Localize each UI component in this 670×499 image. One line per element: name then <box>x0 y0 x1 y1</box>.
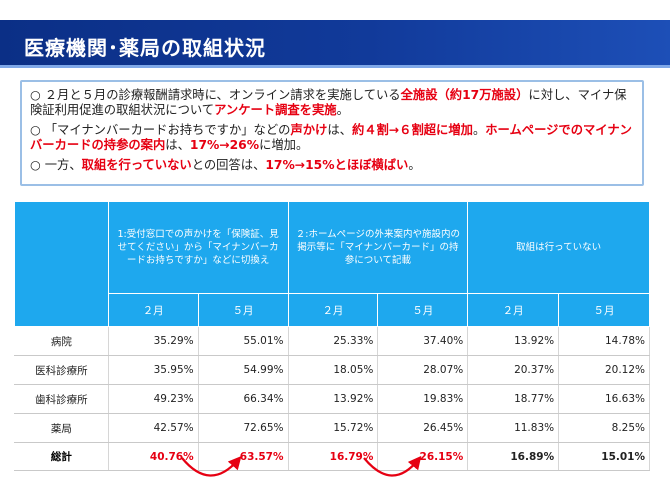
group-header-homepage: ２:ホームページの外来案内や施設内の掲示等に「マイナンバーカード」の持参について… <box>287 201 469 294</box>
total-cell: 15.01% <box>558 442 650 471</box>
bullet-text: 一方、 <box>44 158 82 172</box>
table-cell: 35.29% <box>107 326 199 356</box>
bullet-text: 。 <box>336 103 349 117</box>
month-header: ２月 <box>107 293 199 327</box>
table-cell: 18.05% <box>287 355 379 385</box>
table-corner-header <box>14 201 109 327</box>
table-cell: 26.45% <box>377 413 469 443</box>
table-row: 病院 35.29% 55.01% 25.33% 37.40% 13.92% 14… <box>14 326 650 356</box>
table-cell: 16.63% <box>558 384 650 414</box>
table-row: 歯科診療所 49.23% 66.34% 13.92% 19.83% 18.77%… <box>14 384 650 414</box>
bullet-symbol: ○ <box>30 123 41 137</box>
bullet-text: に増加。 <box>259 138 309 152</box>
bullet-text: 。 <box>408 158 421 172</box>
bullet-text: との回答は、 <box>191 158 266 172</box>
table-total-row: 総計 40.76% 63.57% 16.79% 26.15% 16.89% 15… <box>14 442 650 471</box>
table-cell: 13.92% <box>287 384 379 414</box>
bullet-text: 。 <box>472 123 486 137</box>
bullet-symbol: ○ <box>30 88 41 102</box>
bullet-highlight: 17%→26% <box>189 138 260 152</box>
bullet-highlight: ホームページでのマイナンバーカードの持参の案内 <box>30 123 632 152</box>
month-header: ２月 <box>467 293 560 327</box>
month-header: ５月 <box>558 293 650 327</box>
bullet-text: は、 <box>327 123 352 137</box>
group-header-no-action: 取組は行っていない <box>467 201 650 294</box>
table-cell: 66.34% <box>197 384 289 414</box>
table-row: 医科診療所 35.95% 54.99% 18.05% 28.07% 20.37%… <box>14 355 650 385</box>
table-cell: 42.57% <box>107 413 199 443</box>
table-cell: 54.99% <box>197 355 289 385</box>
month-header: ２月 <box>287 293 379 327</box>
month-header: ５月 <box>377 293 469 327</box>
table-cell: 19.83% <box>377 384 469 414</box>
bullet-text: ２月と５月の診療報酬請求時に、オンライン請求を実施している <box>44 88 401 102</box>
bullet-symbol: ○ <box>30 158 41 172</box>
group-header-greeting: 1:受付窓口での声かけを「保険証、見せてください」から「マイナンバーカードお持ち… <box>107 201 289 294</box>
table-cell: 25.33% <box>287 326 379 356</box>
table-cell: 8.25% <box>558 413 650 443</box>
total-cell: 16.89% <box>467 442 560 471</box>
month-header: ５月 <box>197 293 289 327</box>
bullet-highlight: 声かけ <box>290 123 328 137</box>
bullet-highlight: 取組を行っていない <box>81 158 192 172</box>
table-cell: 11.83% <box>467 413 560 443</box>
row-label: 病院 <box>14 326 109 356</box>
total-cell: 40.76% <box>107 442 199 471</box>
table-cell: 20.12% <box>558 355 650 385</box>
bullet-highlight: 17%→15%とほぼ横ばい <box>265 158 409 172</box>
survey-results-table: 1:受付窓口での声かけを「保険証、見せてください」から「マイナンバーカードお持ち… <box>14 201 650 471</box>
bullet-highlight: 約４割→６割超に増加 <box>351 123 473 137</box>
summary-box: ○ ２月と５月の診療報酬請求時に、オンライン請求を実施している全施設（約17万施設… <box>20 80 644 186</box>
bullet-text: 「マイナンバーカードお持ちですか」などの <box>44 123 291 137</box>
summary-bullet-3: ○ 一方、取組を行っていないとの回答は、17%→15%とほぼ横ばい。 <box>30 158 634 173</box>
summary-bullet-2: ○ 「マイナンバーカードお持ちですか」などの声かけは、約４割→６割超に増加。ホーム… <box>30 123 634 153</box>
row-label: 歯科診療所 <box>14 384 109 414</box>
table-cell: 55.01% <box>197 326 289 356</box>
total-cell: 26.15% <box>377 442 469 471</box>
bullet-highlight: 全施設（約17万施設） <box>400 88 529 102</box>
table-cell: 49.23% <box>107 384 199 414</box>
table-cell: 72.65% <box>197 413 289 443</box>
table-cell: 28.07% <box>377 355 469 385</box>
table-cell: 14.78% <box>558 326 650 356</box>
table-row: 薬局 42.57% 72.65% 15.72% 26.45% 11.83% 8.… <box>14 413 650 443</box>
table-cell: 18.77% <box>467 384 560 414</box>
total-cell: 63.57% <box>197 442 289 471</box>
table-cell: 13.92% <box>467 326 560 356</box>
summary-bullet-1: ○ ２月と５月の診療報酬請求時に、オンライン請求を実施している全施設（約17万施設… <box>30 88 634 118</box>
table-cell: 15.72% <box>287 413 379 443</box>
bullet-text: に対し、マイナ保険証利用促進の取組状況について <box>30 88 627 117</box>
title-bar: 医療機関･薬局の取組状況 <box>0 20 670 68</box>
bullet-text: は、 <box>165 138 190 152</box>
total-label: 総計 <box>14 442 109 471</box>
table-cell: 37.40% <box>377 326 469 356</box>
page-title: 医療機関･薬局の取組状況 <box>24 36 266 60</box>
total-cell: 16.79% <box>287 442 379 471</box>
table-cell: 20.37% <box>467 355 560 385</box>
table-cell: 35.95% <box>107 355 199 385</box>
row-label: 医科診療所 <box>14 355 109 385</box>
bullet-highlight: アンケート調査を実施 <box>214 103 337 117</box>
row-label: 薬局 <box>14 413 109 443</box>
